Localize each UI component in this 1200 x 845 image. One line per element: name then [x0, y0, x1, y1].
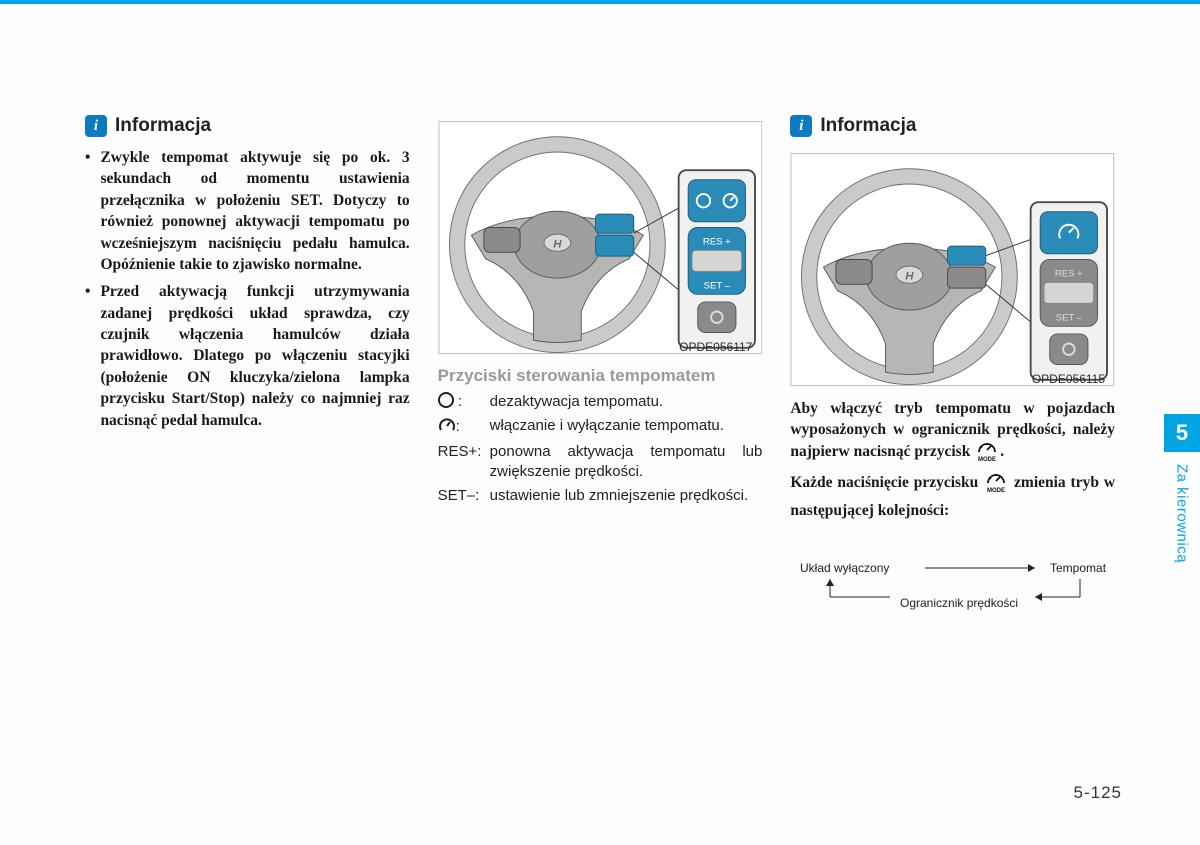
def-row: RES+: ponowna aktywacja tempomatu lub zw…: [438, 442, 763, 483]
def-symbol-set: SET–:: [438, 486, 484, 506]
subsection-title: Przyciski sterowania tempomatem: [438, 366, 763, 386]
bullet-item: Zwykle tempomat aktywuje się po ok. 3 se…: [85, 147, 410, 275]
steering-wheel-figure-1: H RES +: [438, 115, 763, 360]
svg-text:MODE: MODE: [978, 457, 996, 462]
mode-off-label: Układ wyłączony: [800, 561, 889, 575]
def-text: dezaktywacja tempomatu.: [490, 392, 763, 412]
svg-text:MODE: MODE: [987, 488, 1005, 493]
def-row: : dezaktywacja tempomatu.: [438, 392, 763, 412]
bullet-text: Przed aktywacją funkcji utrzymywa­nia za…: [100, 281, 409, 431]
page-content: i Informacja Zwykle tempomat aktywuje si…: [85, 115, 1115, 627]
svg-text:RES +: RES +: [1055, 269, 1083, 280]
svg-text:H: H: [553, 239, 562, 251]
def-text: włączanie i wyłączanie tempomatu.: [490, 416, 763, 437]
mode-icon: MODE: [983, 473, 1009, 499]
para-2: Każde naciśnięcie przycisku MODE zmienia…: [790, 472, 1115, 521]
mode-cruise-label: Tempomat: [1050, 561, 1107, 575]
info-title: Informacja: [820, 115, 916, 137]
figure-code: OPDE056115: [1032, 372, 1105, 386]
section-label: Za kierownicą: [1174, 464, 1191, 563]
column-right: i Informacja H: [790, 115, 1115, 627]
para-text: .: [1000, 443, 1004, 460]
section-tab: 5 Za kierownicą: [1164, 402, 1200, 602]
def-row: SET–: ustawienie lub zmniejszenie pręd­k…: [438, 486, 763, 506]
para-1: Aby włączyć tryb tempomatu w pojazdach w…: [790, 398, 1115, 468]
figure-code: OPDE056117: [679, 340, 752, 354]
steering-wheel-svg: H RES +: [438, 115, 763, 360]
info-icon: i: [85, 115, 107, 137]
mode-limiter-label: Ogranicznik prędkości: [900, 596, 1018, 610]
info-icon: i: [790, 115, 812, 137]
res-label: RES +: [703, 237, 731, 248]
page-number: 5-125: [1074, 783, 1122, 803]
steering-wheel-svg: H RES + SET –: [790, 147, 1115, 392]
bullet-text: Zwykle tempomat aktywuje się po ok. 3 se…: [100, 147, 409, 275]
column-middle: H RES +: [438, 115, 763, 627]
mode-icon: MODE: [974, 442, 1000, 468]
def-text: ponowna aktywacja tempomatu lub zwiększe…: [490, 442, 763, 483]
speedometer-icon: [438, 416, 456, 434]
svg-text:H: H: [906, 271, 915, 283]
info-heading-right: i Informacja: [790, 115, 1115, 137]
para-text: Aby włączyć tryb tempomatu w pojazdach w…: [790, 400, 1115, 460]
def-row: : włączanie i wyłączanie tempomatu.: [438, 416, 763, 437]
bullet-list: Zwykle tempomat aktywuje się po ok. 3 se…: [85, 147, 410, 431]
info-heading-left: i Informacja: [85, 115, 410, 137]
def-symbol-circle: :: [438, 392, 484, 412]
info-title: Informacja: [115, 115, 211, 137]
column-left: i Informacja Zwykle tempomat aktywuje si…: [85, 115, 410, 627]
para-text: Każde naciśnięcie przycisku: [790, 474, 983, 491]
mode-cycle-diagram: Układ wyłączony Tempomat Ogranicznik prę…: [790, 557, 1115, 627]
def-symbol-res: RES+:: [438, 442, 484, 483]
def-symbol-speedo: :: [438, 416, 484, 437]
section-number: 5: [1164, 414, 1200, 452]
set-label: SET –: [703, 281, 730, 292]
circle-icon: [438, 392, 454, 408]
def-text: ustawienie lub zmniejszenie pręd­kości.: [490, 486, 763, 506]
svg-text:SET –: SET –: [1056, 313, 1083, 324]
top-blue-strip: [0, 0, 1200, 4]
steering-wheel-figure-2: H RES + SET –: [790, 147, 1115, 392]
bullet-item: Przed aktywacją funkcji utrzymywa­nia za…: [85, 281, 410, 431]
